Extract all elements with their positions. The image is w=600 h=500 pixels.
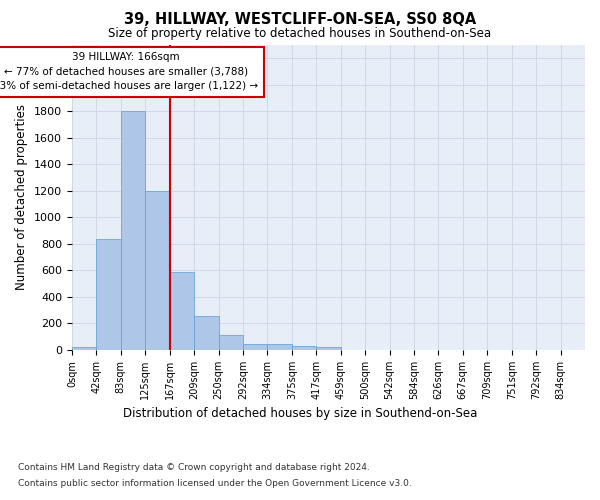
Y-axis label: Number of detached properties: Number of detached properties <box>16 104 28 290</box>
Text: Size of property relative to detached houses in Southend-on-Sea: Size of property relative to detached ho… <box>109 28 491 40</box>
Text: 39 HILLWAY: 166sqm
← 77% of detached houses are smaller (3,788)
23% of semi-deta: 39 HILLWAY: 166sqm ← 77% of detached hou… <box>0 52 259 92</box>
Bar <box>97 238 121 350</box>
Bar <box>121 112 145 350</box>
Text: Distribution of detached houses by size in Southend-on-Sea: Distribution of detached houses by size … <box>123 408 477 420</box>
Bar <box>218 336 243 350</box>
Bar <box>292 346 316 350</box>
Bar <box>170 272 194 350</box>
Text: 39, HILLWAY, WESTCLIFF-ON-SEA, SS0 8QA: 39, HILLWAY, WESTCLIFF-ON-SEA, SS0 8QA <box>124 12 476 28</box>
Text: Contains HM Land Registry data © Crown copyright and database right 2024.: Contains HM Land Registry data © Crown c… <box>18 462 370 471</box>
Bar <box>316 348 341 350</box>
Bar <box>243 344 268 350</box>
Bar <box>72 346 97 350</box>
Bar <box>194 316 218 350</box>
Bar <box>268 344 292 350</box>
Bar <box>145 191 170 350</box>
Text: Contains public sector information licensed under the Open Government Licence v3: Contains public sector information licen… <box>18 479 412 488</box>
